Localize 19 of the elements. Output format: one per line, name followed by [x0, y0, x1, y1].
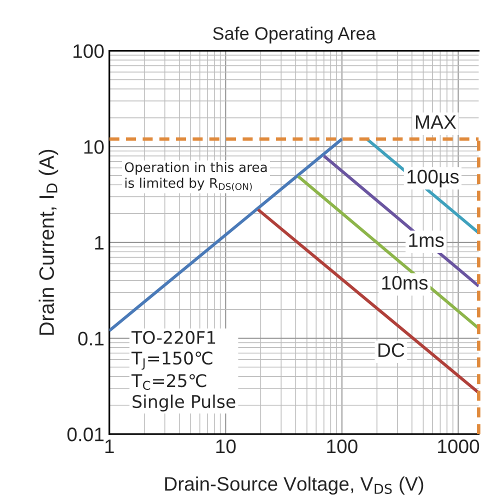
- annotation: TO-220F1 T$_{J}$=150℃ T$_{C}$=25℃ Single Pulse: [131, 330, 236, 412]
- x-tick-label: 1000: [438, 439, 480, 454]
- series-label: 100µs: [407, 170, 459, 188]
- series-label: 10ms: [382, 276, 428, 290]
- x-axis-title: Drain-Source Voltage, V$_{DS}$ (V): [165, 476, 424, 495]
- series-label: 1ms: [409, 234, 444, 248]
- y-tick-label: 10: [84, 140, 104, 154]
- y-axis-title: Drain Current, I$_{D}$ (A): [38, 150, 58, 335]
- series-label: DC: [378, 343, 404, 358]
- x-tick-label: 1: [105, 440, 114, 454]
- y-tick-label: 0.01: [67, 428, 104, 442]
- annotation: Operation in this area is limited by R$_{DS(ON)}$: [124, 162, 267, 192]
- y-tick-label: 1: [95, 236, 104, 250]
- ref-line-label: MAX: [416, 115, 456, 129]
- x-tick-label: 10: [216, 439, 236, 454]
- y-tick-label: 100: [74, 44, 104, 58]
- y-tick-label: 0.1: [78, 332, 104, 346]
- x-tick-label: 100: [327, 439, 358, 454]
- chart-title: Safe Operating Area: [213, 26, 376, 44]
